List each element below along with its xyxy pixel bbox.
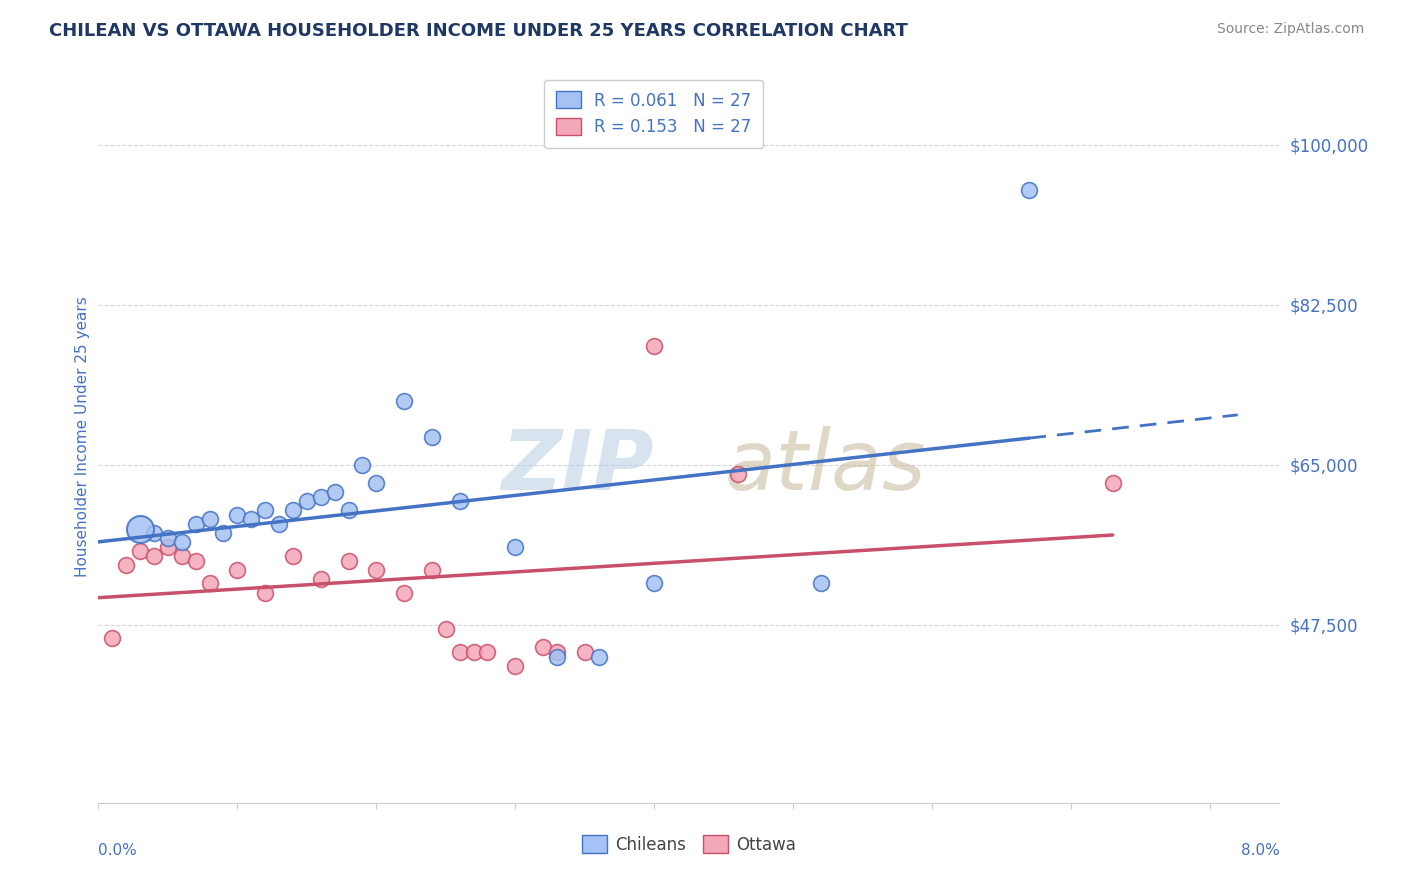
Point — [810, 576, 832, 591]
Point — [420, 430, 443, 444]
Point — [115, 558, 138, 573]
Point — [267, 516, 290, 531]
Point — [1018, 183, 1040, 197]
Point — [392, 585, 415, 599]
Point — [156, 540, 179, 554]
Point — [295, 494, 318, 508]
Point — [1101, 475, 1123, 490]
Point — [170, 535, 193, 549]
Point — [240, 512, 263, 526]
Point — [143, 526, 166, 541]
Point — [574, 645, 596, 659]
Text: 0.0%: 0.0% — [98, 843, 138, 858]
Point — [434, 622, 457, 636]
Text: 8.0%: 8.0% — [1240, 843, 1279, 858]
Point — [198, 576, 221, 591]
Point — [727, 467, 749, 481]
Point — [643, 576, 665, 591]
Text: CHILEAN VS OTTAWA HOUSEHOLDER INCOME UNDER 25 YEARS CORRELATION CHART: CHILEAN VS OTTAWA HOUSEHOLDER INCOME UND… — [49, 22, 908, 40]
Text: atlas: atlas — [724, 425, 927, 507]
Point — [254, 503, 277, 517]
Point — [449, 494, 471, 508]
Point — [643, 338, 665, 352]
Point — [129, 544, 152, 558]
Point — [281, 503, 304, 517]
Point — [420, 563, 443, 577]
Point — [588, 649, 610, 664]
Point — [226, 508, 249, 522]
Point — [281, 549, 304, 563]
Text: Source: ZipAtlas.com: Source: ZipAtlas.com — [1216, 22, 1364, 37]
Point — [254, 585, 277, 599]
Point — [309, 490, 332, 504]
Point — [323, 484, 346, 499]
Point — [212, 526, 235, 541]
Point — [198, 512, 221, 526]
Point — [546, 649, 568, 664]
Point — [337, 553, 360, 567]
Y-axis label: Householder Income Under 25 years: Householder Income Under 25 years — [75, 297, 90, 577]
Point — [503, 658, 526, 673]
Point — [129, 521, 152, 535]
Text: ZIP: ZIP — [501, 425, 654, 507]
Point — [143, 549, 166, 563]
Point — [309, 572, 332, 586]
Point — [531, 640, 554, 655]
Point — [392, 393, 415, 408]
Point — [184, 516, 207, 531]
Point — [477, 645, 499, 659]
Point — [366, 475, 388, 490]
Legend: Chileans, Ottawa: Chileans, Ottawa — [575, 829, 803, 860]
Point — [503, 540, 526, 554]
Point — [546, 645, 568, 659]
Point — [463, 645, 485, 659]
Point — [156, 531, 179, 545]
Point — [184, 553, 207, 567]
Point — [337, 503, 360, 517]
Point — [101, 631, 124, 645]
Point — [226, 563, 249, 577]
Point — [170, 549, 193, 563]
Point — [366, 563, 388, 577]
Point — [449, 645, 471, 659]
Point — [352, 458, 374, 472]
